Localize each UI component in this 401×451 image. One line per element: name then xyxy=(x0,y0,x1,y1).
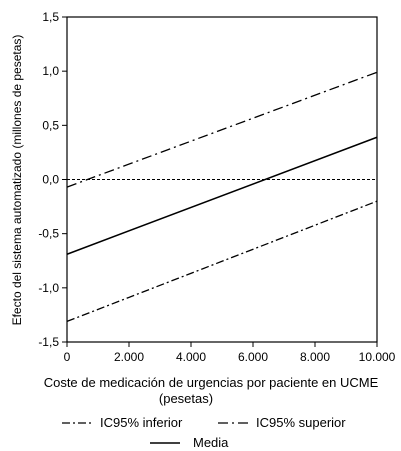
legend-label-ic95-inferior: IC95% inferior xyxy=(100,415,183,430)
series-line-ic95-superior xyxy=(66,71,378,188)
y-tick-label: -1,0 xyxy=(38,281,59,295)
y-tick-label: -0,5 xyxy=(38,227,59,241)
tick-layer: 0 2.000 4.000 6.000 8.000 10.000 1,5 1,0 0,5 0,0 -… xyxy=(38,10,395,364)
y-tick-label: 0,0 xyxy=(42,173,59,187)
series-layer xyxy=(66,71,378,323)
x-tick-label: 0 xyxy=(64,350,71,364)
x-tick-label: 10.000 xyxy=(359,350,396,364)
y-tick-label: 1,5 xyxy=(42,10,59,24)
x-axis-subtitle: (pesetas) xyxy=(159,391,213,406)
x-tick-label: 4.000 xyxy=(176,350,206,364)
y-axis-title: Efecto del sistema automatizado (millone… xyxy=(10,35,24,326)
legend-label-ic95-superior: IC95% superior xyxy=(256,415,346,430)
legend: IC95% inferior IC95% superior Media xyxy=(62,415,346,450)
legend-label-media: Media xyxy=(193,435,229,450)
y-tick-label: 0,5 xyxy=(42,118,59,132)
y-tick-label: 1,0 xyxy=(42,64,59,78)
x-tick-label: 2.000 xyxy=(114,350,144,364)
x-axis-title: Coste de medicación de urgencias por pac… xyxy=(44,375,379,390)
x-tick-label: 6.000 xyxy=(238,350,268,364)
series-line-ic95-inferior xyxy=(66,200,378,323)
y-tick-label: -1,5 xyxy=(38,335,59,349)
x-tick-label: 8.000 xyxy=(300,350,330,364)
series-line-media xyxy=(66,136,378,255)
